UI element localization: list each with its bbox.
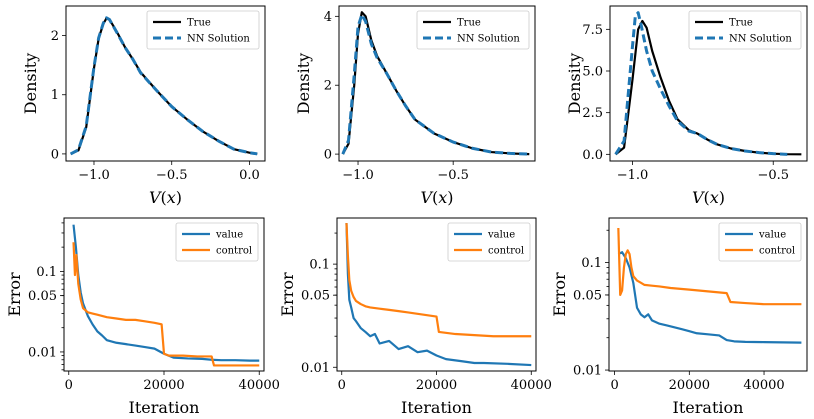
series-line-value <box>345 223 532 367</box>
legend-box <box>688 10 802 50</box>
series-line-value <box>617 251 802 344</box>
x-tick-label: −0.5 <box>156 168 188 183</box>
series-line-nn-solution <box>69 16 258 156</box>
series-line-control <box>72 242 260 367</box>
y-axis-title: Error <box>278 272 297 317</box>
legend-label: control <box>488 246 524 257</box>
y-tick-label: 0.01 <box>573 364 602 379</box>
legend-label: value <box>487 230 515 241</box>
y-tick-label: 5.0 <box>582 65 603 80</box>
chart-panel-5: 0 20000 40000 0.01 0.05 0.1 Iteration Error valu… <box>278 217 552 417</box>
legend-label: value <box>758 230 786 241</box>
x-tick-label: 0.0 <box>239 168 260 183</box>
y-tick-label: 4 <box>324 10 332 25</box>
x-tick-label: 0 <box>65 378 73 393</box>
axes-frame <box>338 5 536 162</box>
x-tick-label: 0 <box>610 378 618 393</box>
y-axis-title: Error <box>550 272 569 317</box>
x-tick-label: 0 <box>338 378 346 393</box>
chart-panel-4: 0 20000 40000 0.01 0.05 0.1 Iteration Error valu… <box>5 217 280 417</box>
legend: True NN Solution <box>416 10 530 50</box>
legend-label: True <box>187 18 211 29</box>
x-tick-label: −1.0 <box>342 168 374 183</box>
chart-panel-2: −1.0 −0.5 0 2 4 V(x) Density True NN Solution <box>294 5 536 207</box>
y-tick-label: 2 <box>324 79 332 94</box>
legend-box <box>718 222 802 262</box>
legend-label: control <box>216 246 252 257</box>
x-tick-label: 20000 <box>669 378 710 393</box>
y-axis-title: Density <box>294 53 313 114</box>
legend-label: True <box>457 18 481 29</box>
x-tick-label: 20000 <box>416 378 457 393</box>
y-tick-label: 0.1 <box>581 256 602 271</box>
legend-box <box>416 10 530 50</box>
x-axis-title: Iteration <box>401 398 472 417</box>
series-line-nn-solution <box>341 13 530 156</box>
x-tick-label: −0.5 <box>757 168 789 183</box>
series-line-control <box>617 227 802 306</box>
y-tick-label: 0.05 <box>301 289 330 304</box>
y-axis-title: Error <box>5 272 24 317</box>
legend: value control <box>718 222 802 262</box>
legend-box <box>447 222 531 262</box>
x-tick-label: −1.0 <box>617 168 649 183</box>
y-tick-label: 1 <box>51 88 59 103</box>
legend-label: NN Solution <box>457 34 520 45</box>
x-tick-label: 20000 <box>143 378 184 393</box>
legend-label: NN Solution <box>187 34 250 45</box>
x-axis-title: Iteration <box>673 398 744 417</box>
y-tick-label: 0.05 <box>28 289 57 304</box>
axes-frame <box>608 217 808 372</box>
legend: value control <box>447 222 531 262</box>
x-axis-title: V(x) <box>692 188 725 207</box>
chart-panel-3: −1.0 −0.5 0.0 2.5 5.0 7.5 V(x) Density True NN So… <box>565 5 808 207</box>
y-tick-label: 0.05 <box>573 288 602 303</box>
y-tick-label: 0 <box>324 148 332 163</box>
series-line-control <box>345 223 532 338</box>
x-tick-label: −1.0 <box>78 168 110 183</box>
legend-box <box>146 10 260 50</box>
axes-frame <box>609 5 808 162</box>
legend-label: NN Solution <box>729 34 792 45</box>
y-axis-title: Density <box>565 53 584 114</box>
x-axis-title: V(x) <box>420 188 453 207</box>
legend-box <box>175 222 259 262</box>
x-axis-title: Iteration <box>129 398 200 417</box>
y-tick-label: 0.1 <box>309 258 330 273</box>
chart-panel-6: 0 20000 40000 0.01 0.05 0.1 Iteration Error valu… <box>550 217 808 417</box>
y-tick-label: 7.5 <box>582 23 603 38</box>
y-tick-label: 0.01 <box>28 345 57 360</box>
series-line-nn-solution <box>614 11 788 156</box>
y-tick-label: 0 <box>51 147 59 162</box>
y-axis-title: Density <box>21 53 40 114</box>
x-tick-label: −0.5 <box>437 168 469 183</box>
legend: True NN Solution <box>146 10 260 50</box>
y-tick-label: 2.5 <box>582 106 603 121</box>
y-tick-label: 0.1 <box>36 265 57 280</box>
axes-frame <box>65 5 266 162</box>
y-tick-label: 2 <box>51 29 59 44</box>
x-axis-title: V(x) <box>149 188 182 207</box>
legend-label: control <box>759 246 795 257</box>
legend-label: True <box>729 18 753 29</box>
chart-panel-1: −1.0 −0.5 0.0 0 1 2 V(x) Density True NN Solution <box>21 5 266 207</box>
y-tick-label: 0.01 <box>301 361 330 376</box>
y-tick-label: 0.0 <box>582 148 603 163</box>
legend-label: value <box>215 230 243 241</box>
x-tick-label: 40000 <box>743 378 784 393</box>
x-tick-label: 40000 <box>239 378 280 393</box>
legend: True NN Solution <box>688 10 802 50</box>
legend: value control <box>175 222 259 262</box>
x-tick-label: 40000 <box>511 378 552 393</box>
